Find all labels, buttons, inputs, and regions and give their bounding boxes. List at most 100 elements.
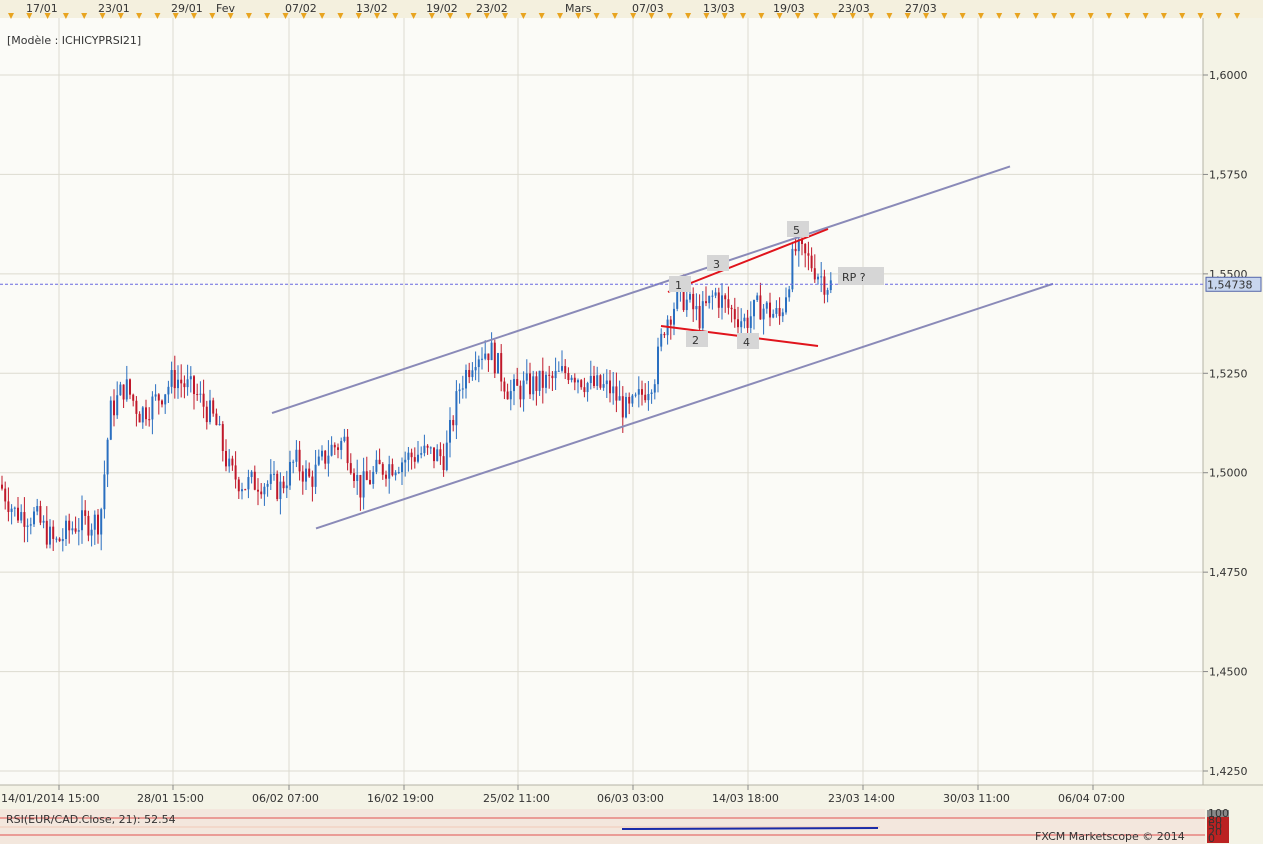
event-marker-icon[interactable] xyxy=(117,13,124,19)
top-date-label: 07/02 xyxy=(285,2,317,15)
event-marker-icon[interactable] xyxy=(1106,13,1112,19)
event-marker-icon[interactable] xyxy=(758,13,765,19)
event-marker-icon[interactable] xyxy=(428,13,435,19)
event-marker-icon[interactable] xyxy=(1234,13,1241,19)
event-marker-icon[interactable] xyxy=(1051,13,1058,19)
candle-body xyxy=(567,373,570,381)
candle-body xyxy=(740,321,743,328)
event-marker-icon[interactable] xyxy=(996,13,1003,19)
event-marker-icon[interactable] xyxy=(319,13,326,19)
candle-body xyxy=(820,276,823,278)
event-marker-icon[interactable] xyxy=(1142,13,1149,19)
event-marker-icon[interactable] xyxy=(849,13,856,19)
event-marker-icon[interactable] xyxy=(904,13,911,19)
event-marker-icon[interactable] xyxy=(593,13,600,19)
candle-body xyxy=(260,491,263,495)
event-marker-icon[interactable] xyxy=(1179,13,1186,19)
event-marker-icon[interactable] xyxy=(264,13,271,19)
candle-body xyxy=(484,353,487,359)
event-marker-icon[interactable] xyxy=(227,13,234,19)
event-marker-icon[interactable] xyxy=(813,13,820,19)
event-marker-icon[interactable] xyxy=(1160,13,1167,19)
event-marker-icon[interactable] xyxy=(557,13,563,19)
candle-body xyxy=(225,450,227,467)
event-marker-icon[interactable] xyxy=(44,13,51,19)
candle-body xyxy=(68,520,71,531)
event-marker-icon[interactable] xyxy=(1087,13,1094,19)
event-marker-icon[interactable] xyxy=(538,13,545,19)
indicator-scale-badge xyxy=(1207,829,1229,837)
channel-lower-line[interactable] xyxy=(315,282,1054,530)
candle-body xyxy=(452,419,455,426)
event-marker-icon[interactable] xyxy=(172,13,179,19)
candle-body xyxy=(10,508,13,512)
candle-body xyxy=(221,424,224,451)
event-marker-icon[interactable] xyxy=(410,13,417,19)
event-marker-icon[interactable] xyxy=(465,13,472,19)
candle-body xyxy=(583,387,586,393)
event-marker-icon[interactable] xyxy=(941,13,948,19)
channel-upper-line[interactable] xyxy=(271,165,1011,415)
event-marker-icon[interactable] xyxy=(1032,13,1039,19)
event-marker-icon[interactable] xyxy=(374,13,380,19)
event-marker-icon[interactable] xyxy=(575,13,582,19)
top-date-label: 27/03 xyxy=(905,2,937,15)
candle-body xyxy=(141,407,144,423)
event-marker-icon[interactable] xyxy=(740,13,746,19)
event-marker-icon[interactable] xyxy=(99,13,106,19)
candle-body xyxy=(87,515,90,536)
candle-body xyxy=(650,392,653,394)
event-marker-icon[interactable] xyxy=(502,13,509,19)
event-marker-icon[interactable] xyxy=(191,13,197,19)
event-marker-icon[interactable] xyxy=(630,13,637,19)
event-marker-icon[interactable] xyxy=(154,13,161,19)
candle-body xyxy=(468,369,471,378)
plot-area[interactable] xyxy=(0,18,1203,785)
event-marker-icon[interactable] xyxy=(1069,13,1076,19)
event-marker-icon[interactable] xyxy=(831,13,838,19)
event-marker-icon[interactable] xyxy=(62,13,69,19)
candle-body xyxy=(244,489,247,491)
event-marker-icon[interactable] xyxy=(483,13,490,19)
event-marker-icon[interactable] xyxy=(868,13,875,19)
indicator-scale-badge xyxy=(1207,823,1229,831)
event-marker-icon[interactable] xyxy=(776,13,783,19)
event-marker-icon[interactable] xyxy=(703,13,710,19)
candle-body xyxy=(829,280,832,291)
candle-body xyxy=(250,471,253,478)
event-marker-icon[interactable] xyxy=(923,13,929,19)
event-marker-icon[interactable] xyxy=(282,13,289,19)
event-marker-icon[interactable] xyxy=(245,13,252,19)
event-marker-icon[interactable] xyxy=(337,13,344,19)
event-marker-icon[interactable] xyxy=(1124,13,1131,19)
event-marker-icon[interactable] xyxy=(392,13,399,19)
candle-body xyxy=(756,295,759,301)
event-marker-icon[interactable] xyxy=(648,13,655,19)
event-marker-icon[interactable] xyxy=(886,13,893,19)
event-marker-icon[interactable] xyxy=(1197,13,1204,19)
event-marker-icon[interactable] xyxy=(209,13,216,19)
event-marker-icon[interactable] xyxy=(26,13,33,19)
event-marker-icon[interactable] xyxy=(300,13,307,19)
candle-body xyxy=(602,384,605,388)
event-marker-icon[interactable] xyxy=(611,13,618,19)
event-marker-icon[interactable] xyxy=(520,13,527,19)
event-marker-icon[interactable] xyxy=(794,13,801,19)
candle-body xyxy=(314,464,317,487)
event-marker-icon[interactable] xyxy=(977,13,984,19)
event-marker-icon[interactable] xyxy=(81,13,88,19)
candle-body xyxy=(573,377,576,383)
event-marker-icon[interactable] xyxy=(8,13,14,19)
event-marker-icon[interactable] xyxy=(1014,13,1021,19)
event-marker-icon[interactable] xyxy=(666,13,673,19)
event-marker-icon[interactable] xyxy=(447,13,454,19)
event-marker-icon[interactable] xyxy=(721,13,728,19)
wave-upper-trendline[interactable] xyxy=(667,228,829,293)
event-marker-icon[interactable] xyxy=(685,13,692,19)
event-marker-icon[interactable] xyxy=(959,13,966,19)
event-marker-icon[interactable] xyxy=(136,13,143,19)
candle-body xyxy=(90,529,93,536)
event-marker-icon[interactable] xyxy=(1215,13,1222,19)
event-marker-icon[interactable] xyxy=(355,13,362,19)
